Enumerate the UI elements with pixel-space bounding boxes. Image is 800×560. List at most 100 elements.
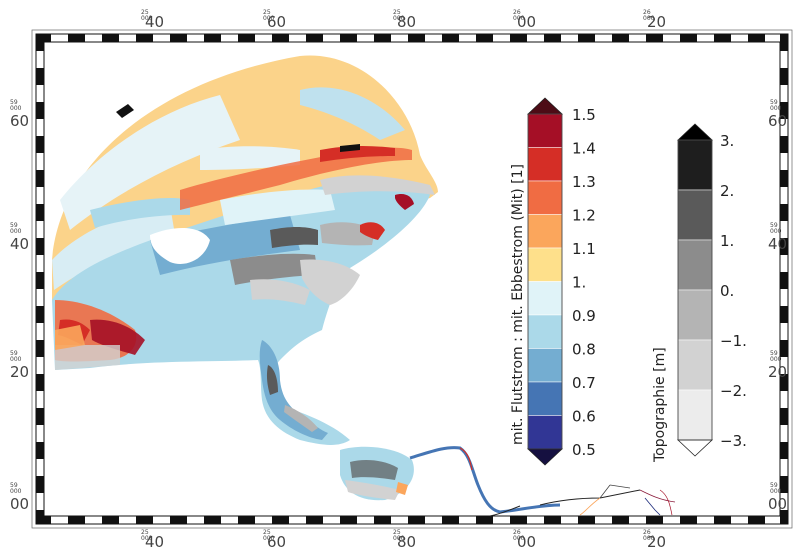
x-tick-label: 60 [267,533,286,551]
ratio-colorbar-segment [527,415,563,450]
map-frame [31,29,793,529]
x-tick-suffix: 000 [643,535,655,542]
x-tick-prefix: 26 [513,529,521,536]
y-tick-suffix: 000 [10,105,22,112]
y-tick-suffix: 000 [10,228,22,235]
y-tick-label: 00 [768,495,787,513]
x-tick-suffix: 000 [263,15,275,22]
topo-colorbar-tick-label: 1. [720,232,734,250]
y-tick-prefix: 59 [10,482,18,489]
topo-colorbar-title: Topographie [m] [652,347,668,463]
x-tick-suffix: 000 [513,15,525,22]
topo-colorbar-tick-label: 2. [720,182,734,200]
ratio-colorbar-segment [527,113,563,148]
y-tick-label: 20 [768,363,787,381]
estuary-field [52,55,676,517]
topo-colorbar-tick-label: −3. [720,432,747,450]
y-tick-prefix: 59 [770,99,778,106]
x-tick-prefix: 25 [263,9,271,16]
topo-colorbar-segment [677,239,713,291]
ratio-colorbar-tick-label: 0.9 [572,307,596,325]
y-tick-suffix: 000 [770,356,782,363]
ratio-colorbar-segment [527,247,563,282]
x-tick-label: 20 [647,533,666,551]
ratio-colorbar-segment [527,348,563,383]
y-tick-prefix: 59 [10,350,18,357]
estuary-channels [52,178,430,445]
ratio-colorbar-tick-label: 1.2 [572,207,596,225]
x-tick-label: 80 [397,533,416,551]
x-tick-suffix: 000 [141,535,153,542]
topo-colorbar-segment [677,139,713,191]
y-tick-suffix: 000 [770,228,782,235]
x-tick-prefix: 25 [141,9,149,16]
y-tick-prefix: 59 [770,350,778,357]
topo-colorbar-segment [677,339,713,391]
ratio-colorbar-tick-label: 1.1 [572,240,596,258]
topo-colorbar-segment [677,189,713,241]
x-tick-suffix: 000 [643,15,655,22]
x-tick-prefix: 26 [643,9,651,16]
ratio-colorbar-over-triangle [526,97,564,115]
y-tick-suffix: 000 [10,356,22,363]
ratio-colorbar-tick-label: 1.3 [572,173,596,191]
ratio-colorbar-segment [527,180,563,215]
y-tick-suffix: 000 [10,488,22,495]
topo-colorbar-segment [677,289,713,341]
ratio-colorbar-tick-label: 0.6 [572,408,596,426]
y-tick-suffix: 000 [770,488,782,495]
ratio-colorbar-segment [527,147,563,182]
x-tick-label: 20 [647,13,666,31]
ratio-colorbar-tick-label: 0.7 [572,374,596,392]
x-tick-suffix: 000 [393,15,405,22]
topo-colorbar-under-triangle [676,439,714,457]
ratio-colorbar-segment [527,314,563,349]
y-tick-prefix: 59 [10,222,18,229]
x-tick-prefix: 25 [393,9,401,16]
y-tick-label: 40 [10,235,29,253]
y-tick-prefix: 59 [10,99,18,106]
y-tick-label: 60 [10,112,29,130]
ratio-colorbar-segment [527,281,563,316]
ratio-colorbar-tick-label: 1.4 [572,140,596,158]
x-tick-prefix: 25 [393,529,401,536]
topo-colorbar: 3. 2. 1. 0. −1. −2. −3. [676,123,747,457]
x-tick-label: 00 [517,13,536,31]
x-tick-label: 40 [145,13,164,31]
topo-colorbar-segment [677,389,713,441]
ratio-colorbar-tick-label: 1. [572,274,586,292]
ratio-colorbar-segment [527,214,563,249]
topo-colorbar-tick-label: −2. [720,382,747,400]
topo-colorbar-over-triangle [676,123,714,141]
x-tick-label: 80 [397,13,416,31]
x-tick-suffix: 000 [393,535,405,542]
x-tick-label: 40 [145,533,164,551]
y-tick-prefix: 59 [770,222,778,229]
x-tick-suffix: 000 [141,15,153,22]
x-tick-suffix: 000 [263,535,275,542]
x-tick-prefix: 25 [263,529,271,536]
x-tick-prefix: 26 [513,9,521,16]
x-tick-label: 60 [267,13,286,31]
ratio-colorbar-tick-label: 0.5 [572,441,596,459]
ratio-colorbar-title: mit. Flutstrom : mit. Ebbestrom (Mit) [1… [510,164,526,445]
y-tick-label: 00 [10,495,29,513]
x-tick-prefix: 26 [643,529,651,536]
y-tick-label: 20 [10,363,29,381]
ratio-colorbar-tick-label: 0.8 [572,341,596,359]
ratio-colorbar-under-triangle [526,448,564,466]
y-tick-label: 60 [768,112,787,130]
topo-colorbar-tick-label: −1. [720,332,747,350]
ratio-colorbar-segment [527,381,563,416]
y-tick-suffix: 000 [770,105,782,112]
x-tick-label: 00 [517,533,536,551]
topo-colorbar-tick-label: 0. [720,282,734,300]
topo-colorbar-tick-label: 3. [720,132,734,150]
ratio-colorbar: 1.5 1.4 1.3 1.2 1.1 1. 0.9 0.8 0.7 0.6 0.5 [526,97,596,466]
